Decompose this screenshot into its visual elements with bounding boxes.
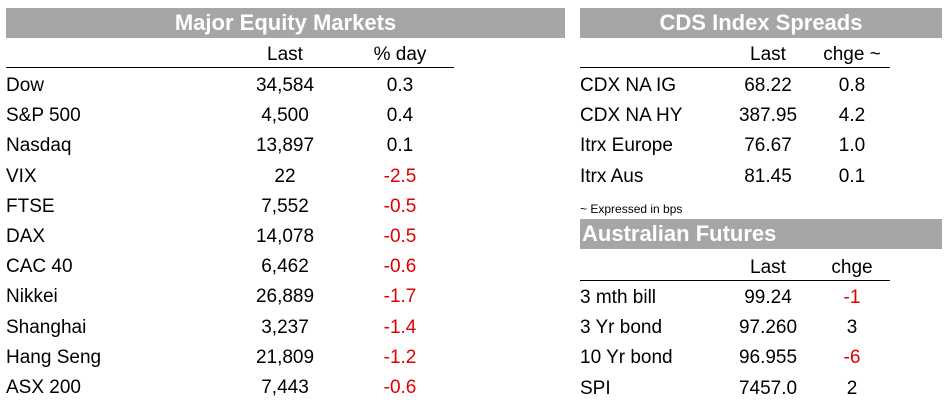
equity-row: Nasdaq 13,897 0.1 (0, 131, 947, 161)
equity-row-change: 0.1 (386, 135, 414, 157)
equity-row: ASX 200 7,443 -0.6 (0, 373, 947, 403)
futures-row-last: 97.260 (738, 317, 798, 339)
equity-col-last: Last (267, 44, 303, 65)
cds-row-name: CDX NA IG (580, 75, 677, 96)
cds-row-last: 76.67 (744, 135, 792, 157)
futures-row-last: 96.955 (738, 347, 798, 369)
equity-row-last: 3,237 (261, 316, 309, 338)
cds-header: CDS Index Spreads (580, 8, 942, 38)
equity-row-last: 21,809 (255, 346, 315, 368)
futures-row-last: 7457.0 (738, 377, 798, 399)
futures-row: 3 Yr bond 97.260 3 (0, 313, 947, 343)
futures-row-change: -1 (843, 287, 861, 308)
cds-col-chge: chge ~ (823, 44, 881, 65)
equity-row-change: -0.6 (383, 256, 417, 278)
equity-row-change: -0.5 (383, 226, 417, 247)
equity-row-change: -2.5 (383, 165, 417, 187)
cds-row: Itrx Europe 76.67 1.0 (0, 131, 947, 161)
equity-row-change: -0.5 (383, 195, 417, 217)
futures-row-change: 2 (846, 377, 858, 399)
cds-row-change: 0.1 (838, 165, 866, 187)
equity-row-change: -0.6 (383, 377, 417, 398)
equity-row-change: -1.4 (383, 316, 417, 338)
equity-row: Dow 34,584 0.3 (0, 71, 947, 101)
equity-row-last: 13,897 (255, 135, 315, 157)
equity-row-name: CAC 40 (6, 256, 73, 278)
cds-row-name: Itrx Europe (580, 135, 673, 157)
equity-row: FTSE 7,552 -0.5 (0, 192, 947, 222)
futures-row: SPI 7457.0 2 (0, 374, 947, 404)
equity-row-name: Dow (6, 75, 45, 96)
cds-row-name: CDX NA HY (580, 105, 683, 127)
futures-col-last: Last (750, 257, 786, 278)
cds-row-last: 68.22 (744, 75, 792, 96)
equity-row: Hang Seng 21,809 -1.2 (0, 343, 947, 373)
equity-row-change: -1.7 (383, 286, 417, 308)
equity-row-change: 0.4 (386, 105, 414, 127)
equity-row: DAX 14,078 -0.5 (0, 222, 947, 252)
futures-row-last: 99.24 (744, 287, 792, 308)
cds-row-change: 1.0 (838, 135, 866, 157)
equity-row: S&P 500 4,500 0.4 (0, 101, 947, 131)
equity-row-change: -1.2 (383, 346, 417, 368)
equity-row-change: 0.3 (386, 75, 414, 96)
cds-row-change: 0.8 (838, 75, 866, 96)
equity-col-pct-day: % day (373, 44, 427, 65)
futures-row-name: 10 Yr bond (580, 347, 673, 369)
equity-row-last: 14,078 (255, 226, 315, 247)
cds-row-last: 81.45 (744, 165, 792, 187)
futures-row-name: 3 Yr bond (580, 317, 663, 339)
equity-row-last: 7,552 (261, 195, 309, 217)
cds-row-change: 4.2 (838, 105, 866, 127)
equity-row-name: Nasdaq (6, 135, 72, 157)
equity-row-last: 22 (274, 165, 296, 187)
equity-row-name: Nikkei (6, 286, 58, 308)
equity-header-rule (6, 67, 454, 68)
equity-row-name: Hang Seng (6, 346, 102, 368)
cds-row-last: 387.95 (738, 105, 798, 127)
cds-header-rule (580, 67, 890, 68)
equity-row: CAC 40 6,462 -0.6 (0, 252, 947, 282)
futures-row-name: 3 mth bill (580, 287, 657, 308)
equity-row: VIX 22 -2.5 (0, 162, 947, 192)
equity-row: Nikkei 26,889 -1.7 (0, 282, 947, 312)
cds-row: Itrx Aus 81.45 0.1 (0, 162, 947, 192)
equity-header: Major Equity Markets (6, 8, 565, 38)
equity-row-last: 6,462 (261, 256, 309, 278)
cds-row: CDX NA HY 387.95 4.2 (0, 101, 947, 131)
futures-row: 3 mth bill 99.24 -1 (0, 283, 947, 313)
futures-row-change: 3 (846, 317, 858, 339)
futures-header: Australian Futures (580, 219, 942, 249)
equity-row-name: FTSE (6, 195, 55, 217)
cds-footnote: ~ Expressed in bps (580, 202, 683, 216)
futures-row: 10 Yr bond 96.955 -6 (0, 343, 947, 373)
cds-col-last: Last (750, 44, 786, 65)
equity-row-name: VIX (6, 165, 37, 187)
equity-row-last: 34,584 (255, 75, 315, 96)
futures-col-chge: chge (831, 257, 873, 278)
futures-row-name: SPI (580, 377, 611, 399)
equity-row-name: Shanghai (6, 316, 87, 338)
equity-row-name: ASX 200 (6, 377, 81, 398)
cds-row-name: Itrx Aus (580, 165, 644, 187)
equity-row-last: 26,889 (255, 286, 315, 308)
equity-row-name: S&P 500 (6, 105, 81, 127)
equity-row: Shanghai 3,237 -1.4 (0, 313, 947, 343)
equity-row-name: DAX (6, 226, 46, 247)
equity-row-last: 4,500 (261, 105, 309, 127)
cds-row: CDX NA IG 68.22 0.8 (0, 71, 947, 101)
futures-row-change: -6 (843, 347, 861, 369)
equity-row-last: 7,443 (261, 377, 309, 398)
futures-header-rule (580, 280, 890, 281)
